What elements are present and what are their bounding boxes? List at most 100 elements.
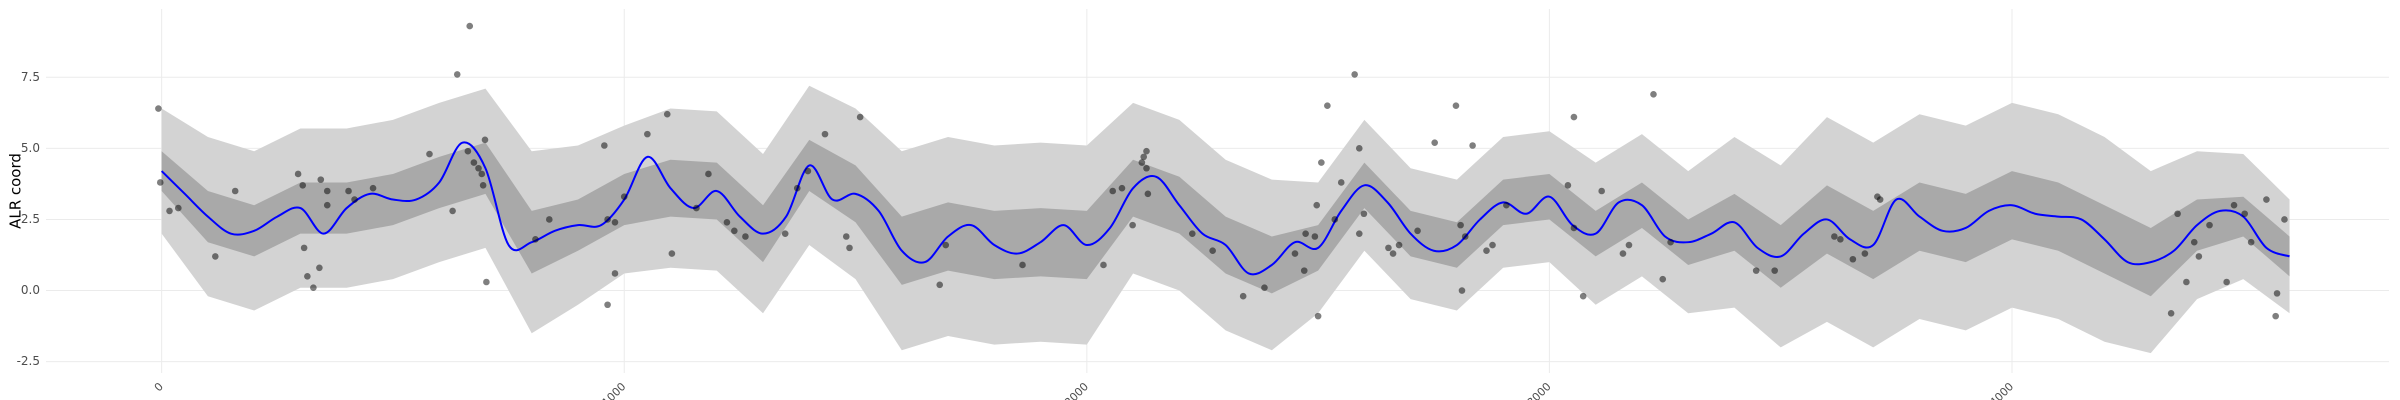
data-point [1291, 250, 1299, 257]
data-point [478, 170, 486, 178]
data-point [351, 196, 358, 203]
data-point [1831, 233, 1838, 240]
data-point [2167, 309, 2175, 317]
data-point [2272, 312, 2279, 320]
data-point [1355, 230, 1363, 237]
data-point [1619, 250, 1627, 257]
data-point [1457, 221, 1464, 229]
data-point [1337, 179, 1345, 186]
data-point [1302, 230, 1309, 237]
data-point [1311, 233, 1319, 240]
data-point [1771, 267, 1778, 274]
data-point [304, 273, 311, 280]
data-point [323, 201, 331, 209]
data-point [1261, 284, 1268, 291]
data-point [1385, 244, 1392, 252]
data-point [1144, 190, 1152, 198]
data-point [2281, 216, 2288, 223]
data-point [821, 130, 829, 138]
data-point [155, 105, 162, 112]
data-point [174, 204, 182, 212]
confidence-band [161, 139, 2290, 297]
data-point [668, 250, 676, 257]
data-point [611, 270, 619, 277]
data-point [464, 147, 472, 155]
data-point [1461, 233, 1469, 240]
data-point [693, 204, 700, 212]
data-point [1570, 113, 1578, 121]
data-point [1431, 139, 1438, 146]
y-tick-label: 5.0 [21, 141, 40, 155]
data-point [1129, 221, 1136, 229]
data-point [1452, 102, 1460, 109]
data-point [604, 216, 611, 223]
y-tick-label: 2.5 [21, 212, 40, 226]
data-point [2223, 278, 2230, 286]
data-point [1019, 261, 1026, 269]
data-point [1331, 216, 1339, 223]
data-point [299, 182, 307, 189]
data-point [1849, 255, 1857, 263]
data-point [1469, 142, 1476, 149]
data-point [644, 130, 651, 138]
data-point [2263, 196, 2270, 203]
data-point [1140, 153, 1148, 161]
data-point [1752, 267, 1760, 274]
data-point [2206, 221, 2213, 229]
data-point [611, 218, 619, 226]
data-point [1300, 267, 1308, 274]
data-point [466, 22, 474, 30]
data-point [856, 113, 864, 121]
data-point [156, 179, 164, 186]
data-point [846, 244, 853, 252]
data-point [231, 187, 239, 195]
data-point [1659, 275, 1667, 283]
data-point [1118, 184, 1126, 192]
x-tick-label: 1000 [599, 380, 628, 400]
data-point [1458, 287, 1466, 294]
data-point [1395, 241, 1403, 249]
data-point [1209, 247, 1216, 255]
data-point [212, 253, 219, 260]
data-point [723, 218, 731, 226]
data-point [1324, 102, 1331, 109]
data-point [2241, 210, 2248, 218]
data-point [936, 281, 944, 289]
data-point [470, 159, 478, 166]
data-point [449, 207, 456, 215]
data-point [1598, 187, 1605, 195]
y-axis-title: ALR coord [7, 153, 25, 229]
y-tick-label: 7.5 [21, 70, 40, 84]
data-point [2190, 238, 2198, 246]
data-point [1570, 224, 1578, 232]
data-point [2183, 278, 2190, 286]
data-point [323, 187, 331, 195]
data-point [1503, 201, 1510, 209]
data-point [453, 71, 461, 78]
data-point [2230, 201, 2238, 209]
data-point [781, 230, 789, 237]
data-point [166, 207, 173, 215]
data-point [742, 233, 749, 240]
data-point [1351, 71, 1358, 78]
data-point [532, 236, 539, 243]
data-point [1650, 91, 1657, 98]
mean-line [160, 141, 2290, 276]
data-point [1143, 164, 1150, 172]
data-point [1138, 159, 1146, 166]
data-point [663, 110, 671, 118]
data-point [310, 284, 317, 291]
data-point [793, 184, 801, 192]
data-point [842, 233, 850, 240]
data-point [601, 142, 608, 149]
data-point [1389, 250, 1397, 257]
x-tick-label: 2000 [1062, 380, 1091, 400]
data-point [317, 176, 325, 183]
data-point [2273, 290, 2281, 297]
x-tick-label: 4000 [1987, 380, 2016, 400]
data-point [1188, 230, 1196, 237]
x-tick-label: 3000 [1525, 380, 1554, 400]
data-point [2174, 210, 2181, 218]
y-tick-label: 0.0 [21, 283, 40, 297]
